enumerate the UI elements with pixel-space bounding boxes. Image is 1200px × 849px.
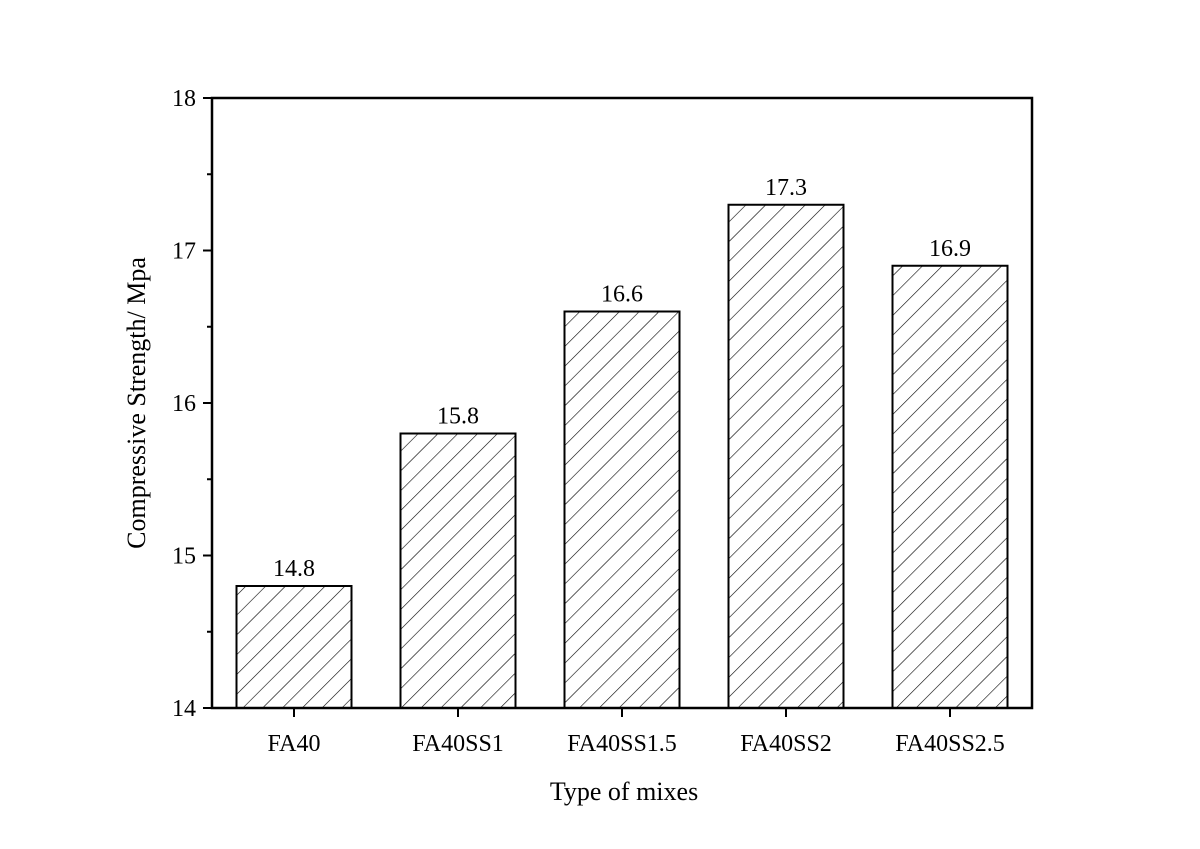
- bar-FA40SS2: [727, 203, 845, 709]
- y-tick-label-17: 17: [172, 239, 196, 265]
- data-label-FA40SS1: 15.8: [437, 404, 479, 430]
- bar-FA40SS2.5: [891, 264, 1009, 709]
- y-axis-label: Compressive Strength/ Mpa: [122, 257, 151, 549]
- data-label-FA40SS2: 17.3: [765, 175, 807, 201]
- data-labels-group: 14.8 15.8 16.6 17.3 16.9: [273, 175, 971, 582]
- y-tick-label-16: 16: [172, 391, 196, 417]
- data-label-FA40SS1.5: 16.6: [601, 282, 643, 308]
- x-tick-label-FA40: FA40: [268, 731, 321, 757]
- x-tick-label-FA40SS1: FA40SS1: [412, 731, 504, 757]
- y-tick-label-18: 18: [172, 86, 196, 112]
- y-tick-label-14: 14: [172, 696, 196, 722]
- bar-FA40SS1: [399, 432, 517, 709]
- x-tick-label-FA40SS2: FA40SS2: [740, 731, 832, 757]
- data-label-FA40: 14.8: [273, 556, 315, 582]
- x-axis-label: Type of mixes: [550, 777, 698, 806]
- x-tick-label-FA40SS1.5: FA40SS1.5: [567, 731, 677, 757]
- bar-FA40: [235, 585, 353, 709]
- y-axis: 14 15 16 17 18: [172, 86, 212, 722]
- bars-group: [235, 203, 1009, 709]
- y-tick-label-15: 15: [172, 544, 196, 570]
- x-tick-label-FA40SS2.5: FA40SS2.5: [895, 731, 1005, 757]
- x-axis: FA40 FA40SS1 FA40SS1.5 FA40SS2 FA40SS2.5: [268, 708, 1005, 757]
- data-label-FA40SS2.5: 16.9: [929, 236, 971, 262]
- bar-FA40SS1.5: [563, 310, 681, 709]
